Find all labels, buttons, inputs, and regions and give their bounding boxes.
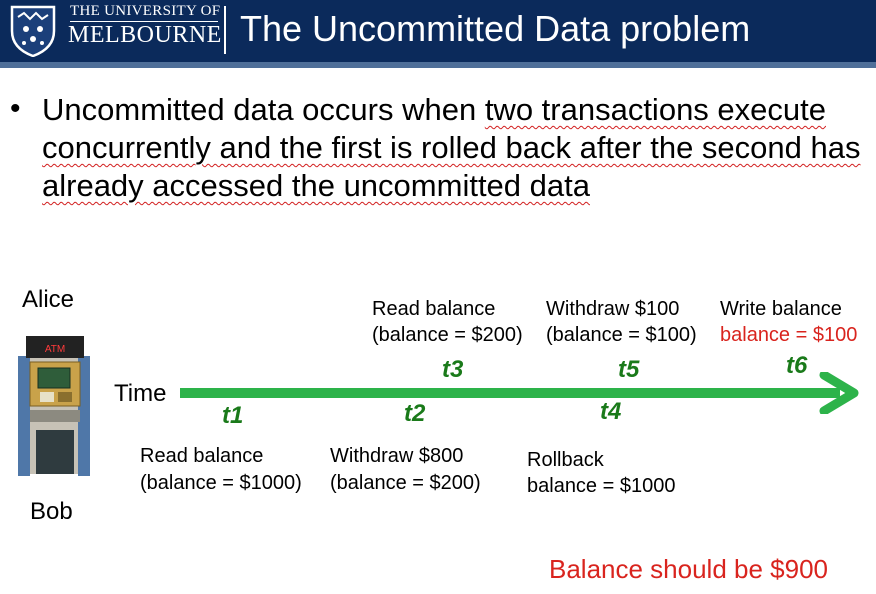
tick-t1: t1 xyxy=(222,402,244,429)
atm-icon: ATM xyxy=(18,336,90,476)
tick-t2: t2 xyxy=(404,400,426,427)
university-crest-icon xyxy=(10,5,56,57)
t2-event-line1: Withdraw $800 xyxy=(330,445,464,467)
t6-event-line1: Write balance xyxy=(720,298,842,320)
t1-event-line2: (balance = $1000) xyxy=(140,472,302,494)
tick-t6: t6 xyxy=(786,352,808,379)
t4-event-line2: balance = $1000 xyxy=(527,475,676,497)
t6-event-line2: balance = $100 xyxy=(720,324,858,346)
bullet-marker: • xyxy=(10,92,21,125)
t3-event-line1: Read balance xyxy=(372,298,496,320)
university-name-top: THE UNIVERSITY OF xyxy=(70,3,221,19)
bob-label: Bob xyxy=(30,498,73,525)
slide-header: THE UNIVERSITY OF MELBOURNE The Uncommit… xyxy=(0,0,876,62)
t1-event-line1: Read balance xyxy=(140,445,264,467)
university-name-bottom: MELBOURNE xyxy=(68,22,222,48)
t5-event-line1: Withdraw $100 xyxy=(546,298,680,320)
balance-note: Balance should be $900 xyxy=(549,554,829,584)
timeline-arrow xyxy=(180,372,859,414)
time-label: Time xyxy=(114,380,167,407)
t3-event-line2: (balance = $200) xyxy=(372,324,523,346)
bullet-text-underlined: two transactions execute concurrently an… xyxy=(42,92,861,203)
header-accent-bar xyxy=(0,62,876,68)
t4-event-line1: Rollback xyxy=(527,449,604,471)
alice-label: Alice xyxy=(22,286,75,313)
atm-sign-text: ATM xyxy=(45,344,65,355)
slide-title: The Uncommitted Data problem xyxy=(240,8,751,49)
bullet-text: Uncommitted data occurs when two transac… xyxy=(42,91,862,205)
tick-t5: t5 xyxy=(618,356,640,383)
tick-t4: t4 xyxy=(600,398,622,425)
header-divider xyxy=(224,6,226,54)
tick-t3: t3 xyxy=(442,356,464,383)
university-name-rule xyxy=(70,21,218,22)
bullet-text-start: Uncommitted data occurs when xyxy=(42,92,485,127)
t5-event-line2: (balance = $100) xyxy=(546,324,697,346)
t2-event-line2: (balance = $200) xyxy=(330,472,481,494)
